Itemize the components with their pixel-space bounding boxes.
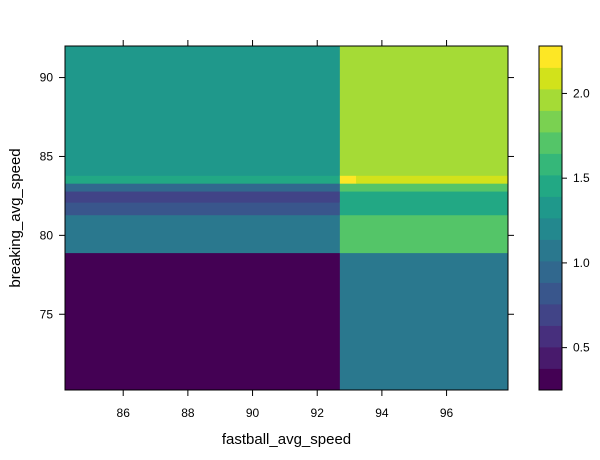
heatmap-cell-0	[65, 252, 341, 391]
colorbar-band-14	[539, 67, 562, 90]
colorbar: 0.5 1.0 1.5 2.0	[538, 45, 590, 391]
colorbar-band-2	[539, 325, 562, 348]
y-axis-title: breaking_avg_speed	[7, 148, 24, 287]
heatmap-cell-4	[65, 183, 341, 192]
y-tick-label-2: 85	[40, 149, 54, 163]
colorbar-band-3	[539, 304, 562, 326]
heatmap-cell-11	[339, 183, 509, 192]
x-tick-label-5: 96	[440, 406, 454, 420]
x-tick-label-4: 94	[375, 406, 389, 420]
x-tick-label-1: 88	[181, 406, 195, 420]
x-tick-label-0: 86	[117, 406, 131, 420]
colorbar-band-1	[539, 347, 562, 369]
colorbar-band-7	[539, 218, 562, 240]
colorbar-band-10	[539, 153, 562, 176]
colorbar-band-15	[539, 46, 562, 68]
colorbar-band-6	[539, 239, 562, 262]
heatmap-cell-1	[65, 214, 341, 254]
y-tick-label-3: 90	[40, 71, 54, 85]
colorbar-frame	[538, 45, 563, 391]
heatmap-cell-5	[65, 175, 341, 184]
heatmap-cell-13	[356, 175, 509, 184]
heatmap-cell-12	[339, 175, 357, 184]
colorbar-tick-label-1: 1.0	[573, 256, 590, 270]
colorbar-band-12	[539, 110, 562, 133]
colorbar-band-0	[539, 368, 562, 391]
colorbar-band-8	[539, 196, 562, 219]
colorbar-band-13	[539, 89, 562, 111]
y-tick-label-1: 80	[40, 228, 54, 242]
colorbar-tick-label-2: 1.5	[573, 171, 590, 185]
plot-frame	[64, 45, 509, 391]
heatmap-cell-3	[65, 191, 341, 203]
heatmap-cells	[65, 46, 509, 391]
colorbar-tick-label-3: 2.0	[573, 86, 590, 100]
x-axis-title: fastball_avg_speed	[222, 431, 351, 448]
heatmap-cell-6	[65, 46, 341, 176]
x-tick-label-2: 90	[246, 406, 260, 420]
colorbar-tick-label-0: 0.5	[573, 341, 590, 355]
colorbar-band-5	[539, 261, 562, 283]
colorbar-band-9	[539, 175, 562, 197]
heatmap-cell-14	[339, 46, 509, 176]
x-tick-label-3: 92	[311, 406, 325, 420]
colorbar-band-4	[539, 282, 562, 305]
axes: 86 88 90 92 94 96 75 80 85 90	[40, 40, 514, 420]
heatmap-cell-7	[339, 252, 509, 391]
colorbar-band-11	[539, 132, 562, 154]
heatmap-cell-10	[339, 191, 509, 203]
heatmap-cell-9	[339, 202, 509, 216]
y-tick-label-0: 75	[40, 307, 54, 321]
heatmap-cell-2	[65, 202, 341, 216]
heatmap-cell-8	[339, 214, 509, 254]
